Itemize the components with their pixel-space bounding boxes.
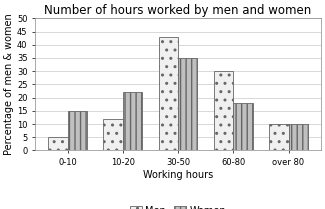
Bar: [48, 137, 68, 150]
Bar: [289, 124, 308, 150]
Bar: [68, 111, 87, 150]
Bar: [103, 119, 123, 150]
Bar: [123, 92, 142, 150]
Bar: [159, 37, 178, 150]
X-axis label: Working hours: Working hours: [143, 170, 213, 180]
Bar: [269, 124, 289, 150]
Legend: Men, Women: Men, Women: [130, 206, 226, 209]
Title: Number of hours worked by men and women: Number of hours worked by men and women: [45, 4, 312, 17]
Y-axis label: Percentage of men & women: Percentage of men & women: [4, 14, 14, 155]
Bar: [233, 103, 253, 150]
Bar: [214, 71, 233, 150]
Bar: [178, 58, 197, 150]
